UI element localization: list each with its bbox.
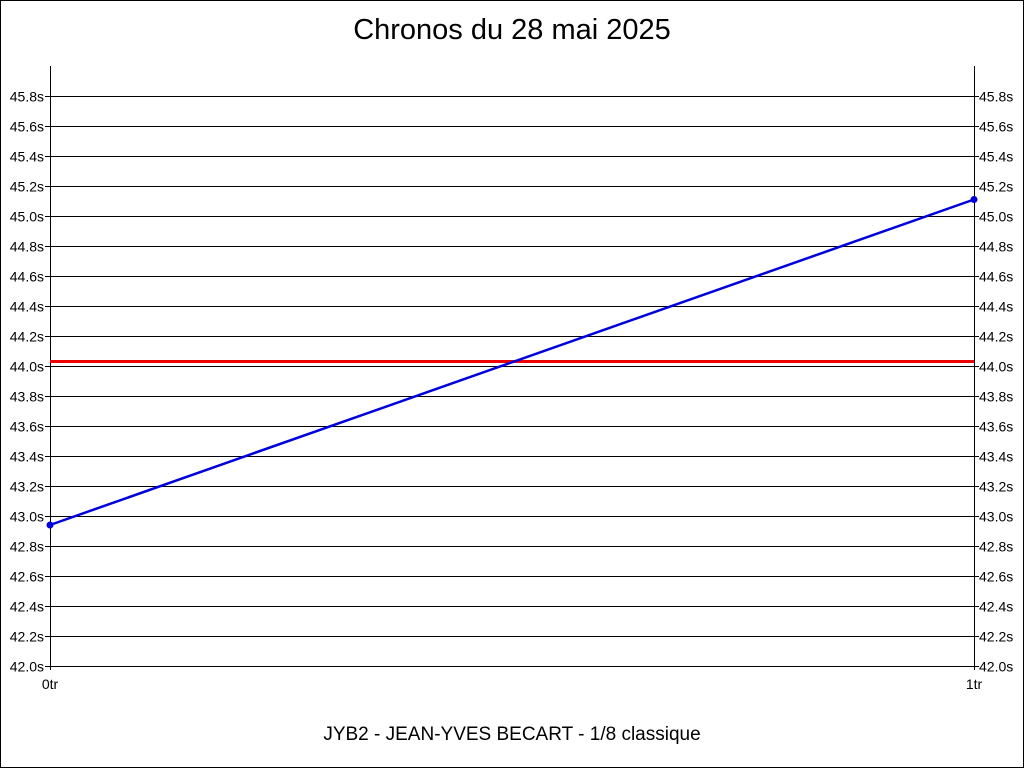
y-tick-label: 44.6s bbox=[10, 269, 44, 285]
y-tick-label: 45.2s bbox=[979, 179, 1013, 195]
y-tick-label: 44.4s bbox=[979, 299, 1013, 315]
y-tick-label: 43.6s bbox=[10, 419, 44, 435]
x-axis-labels: 0tr 1tr bbox=[42, 676, 983, 692]
y-tick-label: 43.8s bbox=[979, 389, 1013, 405]
y-tick-label: 44.4s bbox=[10, 299, 44, 315]
y-tick-label: 44.8s bbox=[979, 239, 1013, 255]
y-tick-label: 44.6s bbox=[979, 269, 1013, 285]
y-tick-label: 45.6s bbox=[10, 119, 44, 135]
y-tick-label: 43.2s bbox=[979, 479, 1013, 495]
x-tick-label: 0tr bbox=[42, 676, 59, 692]
y-tick-label: 45.8s bbox=[10, 89, 44, 105]
y-tick-label: 45.4s bbox=[979, 149, 1013, 165]
y-tick-label: 45.0s bbox=[10, 209, 44, 225]
y-tick-label: 43.8s bbox=[10, 389, 44, 405]
series-line bbox=[49, 198, 975, 527]
y-tick-label: 45.8s bbox=[979, 89, 1013, 105]
y-tick-label: 42.6s bbox=[979, 569, 1013, 585]
y-tick-label: 42.2s bbox=[979, 629, 1013, 645]
y-tick-label: 42.6s bbox=[10, 569, 44, 585]
y-axis-left-labels: 42.0s 42.2s 42.4s 42.6s 42.8s 43.0s 43.2s 43.4s… bbox=[10, 89, 44, 675]
y-tick-label: 45.4s bbox=[10, 149, 44, 165]
series-group bbox=[46, 196, 978, 529]
y-tick-label: 43.6s bbox=[979, 419, 1013, 435]
y-tick-label: 43.2s bbox=[10, 479, 44, 495]
y-tick-label: 44.2s bbox=[979, 329, 1013, 345]
y-tick-label: 43.4s bbox=[979, 449, 1013, 465]
grid-lines bbox=[50, 96, 974, 667]
data-point bbox=[970, 196, 978, 203]
y-tick-label: 42.2s bbox=[10, 629, 44, 645]
chart-axes bbox=[45, 66, 979, 670]
y-axis-right-labels: 42.0s 42.2s 42.4s 42.6s 42.8s 43.0s 43.2s 43.4s… bbox=[979, 89, 1013, 675]
y-tick-label: 45.0s bbox=[979, 209, 1013, 225]
chart-title: Chronos du 28 mai 2025 bbox=[353, 14, 671, 46]
y-tick-label: 42.8s bbox=[10, 539, 44, 555]
y-tick-label: 42.0s bbox=[979, 659, 1013, 675]
y-tick-label: 43.4s bbox=[10, 449, 44, 465]
y-tick-label: 44.8s bbox=[10, 239, 44, 255]
y-tick-label: 42.4s bbox=[10, 599, 44, 615]
y-tick-label: 45.6s bbox=[979, 119, 1013, 135]
x-tick-label: 1tr bbox=[966, 676, 983, 692]
y-tick-label: 45.2s bbox=[10, 179, 44, 195]
y-tick-label: 43.0s bbox=[10, 509, 44, 525]
chart-subtitle: JYB2 - JEAN-YVES BECART - 1/8 classique bbox=[323, 724, 701, 745]
y-tick-label: 44.2s bbox=[10, 329, 44, 345]
y-tick-label: 42.4s bbox=[979, 599, 1013, 615]
y-tick-label: 42.0s bbox=[10, 659, 44, 675]
data-point bbox=[46, 521, 54, 529]
y-tick-label: 44.0s bbox=[10, 359, 44, 375]
y-tick-label: 42.8s bbox=[979, 539, 1013, 555]
y-tick-label: 43.0s bbox=[979, 509, 1013, 525]
y-tick-label: 44.0s bbox=[979, 359, 1013, 375]
